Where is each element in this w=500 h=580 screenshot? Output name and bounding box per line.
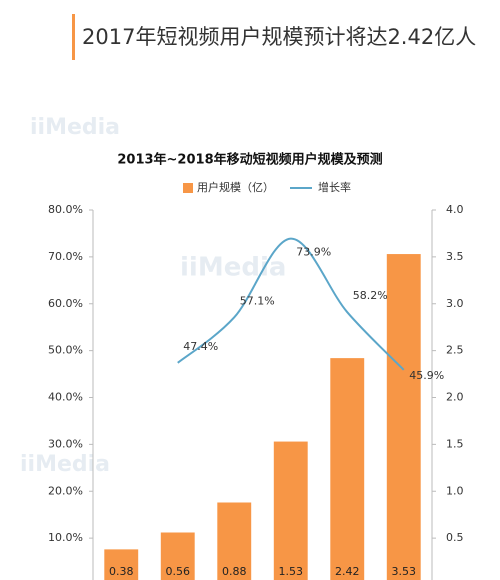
- bar-value-label: 0.88: [222, 565, 247, 578]
- watermark: iiMedia: [180, 253, 286, 283]
- line-value-label: 58.2%: [353, 289, 388, 302]
- bar: [330, 358, 365, 580]
- bar-value-label: 1.53: [279, 565, 304, 578]
- bar: [160, 532, 195, 580]
- bar-value-label: 0.38: [109, 565, 134, 578]
- line-value-label: 73.9%: [296, 246, 331, 259]
- bar-value-label: 3.53: [392, 565, 417, 578]
- watermark: iiMedia: [20, 452, 110, 477]
- bar-value-label: 0.56: [166, 565, 191, 578]
- y-tick-label: 20.0%: [48, 484, 83, 497]
- y-tick-label: 30.0%: [48, 437, 83, 450]
- y2-tick-label: 4.0: [446, 203, 464, 216]
- header-title: 2017年短视频用户规模预计将达2.42亿人: [82, 25, 476, 49]
- legend-swatch: [183, 183, 193, 193]
- y2-tick-label: 0.5: [446, 531, 464, 544]
- growth-line: [177, 237, 405, 371]
- line-value-label: 47.4%: [183, 340, 218, 353]
- y2-tick-label: 2.0: [446, 391, 464, 404]
- legend-label: 用户规模（亿）: [197, 180, 274, 194]
- y2-tick-label: 3.5: [446, 250, 464, 263]
- y-tick-label: 60.0%: [48, 297, 83, 310]
- header-accent: [72, 14, 75, 60]
- y-tick-label: 80.0%: [48, 203, 83, 216]
- bar: [386, 254, 421, 580]
- bar-value-label: 2.42: [335, 565, 360, 578]
- y2-tick-label: 1.5: [446, 437, 464, 450]
- y-tick-label: 10.0%: [48, 531, 83, 544]
- chart-title: 2013年~2018年移动短视频用户规模及预测: [117, 152, 382, 168]
- y2-tick-label: 2.5: [446, 344, 464, 357]
- line-value-label: 45.9%: [409, 369, 444, 382]
- y2-tick-label: 1.0: [446, 484, 464, 497]
- watermark: iiMedia: [30, 115, 120, 140]
- y-tick-label: 50.0%: [48, 344, 83, 357]
- bar: [217, 502, 252, 580]
- legend-label: 增长率: [318, 180, 351, 194]
- bar: [273, 441, 308, 580]
- y-tick-label: 40.0%: [48, 391, 83, 404]
- line-value-label: 57.1%: [240, 294, 275, 307]
- bar: [104, 549, 139, 580]
- y2-tick-label: 3.0: [446, 297, 464, 310]
- y-tick-label: 70.0%: [48, 250, 83, 263]
